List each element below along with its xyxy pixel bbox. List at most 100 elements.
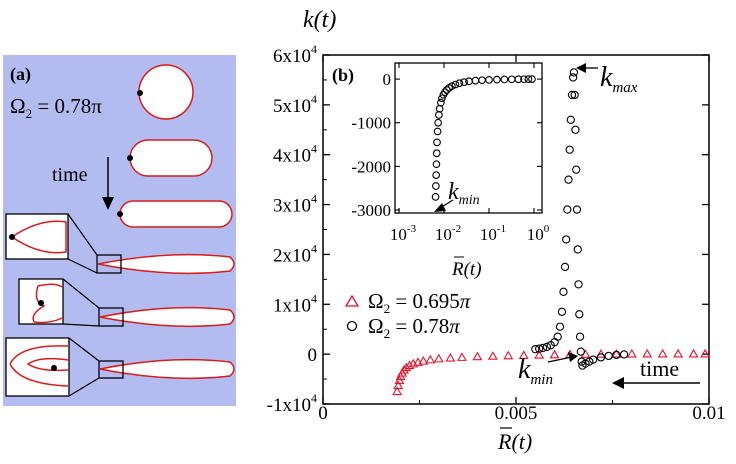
inset-data-point [485,76,493,84]
inset-x-tick-label: 10-1 [480,223,506,244]
inset-data-point [432,171,441,179]
panel-a-omega-value: = 0.78π [32,94,102,118]
data-point-triangle [433,353,444,363]
inset-data-point [436,98,445,107]
inset-data-point [432,182,440,190]
data-point-triangle [611,348,622,358]
inset-data-point [520,75,528,84]
shape-ellipse-2 [18,278,235,328]
data-point-circle [562,235,571,244]
data-point-circle [573,245,582,254]
data-point-circle [559,287,568,296]
inset-tick-labels: 0 -1000 -2000 -3000 10-3 10-2 10-1 100 [351,70,549,244]
data-point-circle [553,332,562,341]
data-point-circle [575,310,584,319]
main-x-tick-label: 0 [318,403,328,424]
main-y-tick-label: 5x104 [273,92,317,117]
svg-text:kmin: kmin [518,354,553,388]
inset-data-point [528,75,536,83]
data-point-triangle [401,362,412,372]
main-y-tick-label: 4x104 [273,142,317,167]
data-point-circle [565,145,574,154]
data-point-triangle [404,360,415,370]
inset-data-point [438,94,446,103]
inset-x-axis-title: R(t) [451,259,482,280]
inset-data-point [448,82,456,90]
shape-ellipse-3 [5,337,235,397]
data-point-triangle [487,351,498,360]
inset-y-tick-label: -1000 [351,114,391,133]
main-x-tick-label: 0.01 [692,403,725,424]
main-y-tick-label: 2x104 [273,241,317,266]
data-point-triangle [472,351,483,361]
data-point-triangle [518,350,529,359]
data-point-circle [596,353,606,362]
inset-plot-frame [394,62,543,214]
main-y-tick-label: 3x104 [273,192,317,217]
inset-data-point [514,75,523,84]
panel-a-time-label: time [52,164,88,186]
data-point-circle [555,322,565,331]
panel-a-omega-symbol: Ω [10,94,26,118]
inset-data-point [431,193,440,201]
data-point-circle [570,90,579,100]
main-points [392,68,711,396]
data-point-circle [581,359,590,368]
inset-points [431,75,536,201]
inset-data-point [493,75,501,84]
data-point-triangle [445,352,456,362]
inset-data-point [524,75,533,83]
data-point-circle [564,175,573,184]
data-point-circle [557,307,567,316]
main-y-tick-label: 6x104 [273,42,317,67]
data-point-circle [542,342,552,352]
data-point-triangle [393,380,404,390]
panel-a: (a) Ω2 = 0.78π time [3,55,236,406]
data-point-circle [574,280,583,289]
legend-marker-circle [346,320,358,332]
data-point-circle [572,165,581,174]
data-point-triangle [642,348,653,358]
data-point-triangle [425,354,436,364]
inset-data-point [441,88,449,97]
data-point-triangle [657,348,668,358]
shape-long-capsule [117,200,233,228]
inset-data-point [433,138,441,147]
panel-b-label: (b) [332,65,354,86]
data-point-triangle [673,348,684,358]
data-point-circle [535,344,544,353]
data-point-triangle [626,348,637,358]
data-point-circle [563,205,572,214]
data-point-triangle [457,352,467,361]
inset-data-point [433,127,442,136]
main-x-axis-title: R(t) [497,429,532,454]
data-point-triangle [392,386,403,396]
inset-data-point [500,75,509,84]
data-point-triangle [418,356,429,365]
data-point-circle [569,68,579,77]
data-point-circle [589,355,598,364]
legend: Ω2 = 0.695π Ω2 = 0.78π [344,289,471,341]
main-ticks [322,54,710,405]
data-point-circle [531,345,540,354]
data-point-circle [619,350,629,359]
legend-marker-triangle [344,294,360,307]
main-y-tick-label: 1x104 [273,291,317,316]
data-point-circle [576,347,585,356]
data-point-triangle [534,349,545,359]
legend-entry-red: Ω2 = 0.695π [368,289,471,316]
inset-y-tick-label: -3000 [351,201,391,220]
data-point-triangle [399,364,410,374]
panel-a-omega-subscript: 2 [26,106,33,121]
inset-x-tick-label: 100 [527,223,550,244]
data-point-circle [612,350,621,360]
shape-ellipse-1 [5,213,235,275]
main-chart: k(t) -1x10401x1042x1043x1044x1045x1046x1… [267,7,726,454]
inset-x-tick-label: 10-2 [435,223,461,244]
annotation-time: time [612,356,700,389]
data-point-circle [568,73,578,82]
data-point-circle [572,205,582,214]
inset-data-point [455,79,464,88]
panel-a-omega: Ω2 = 0.78π [10,94,102,121]
